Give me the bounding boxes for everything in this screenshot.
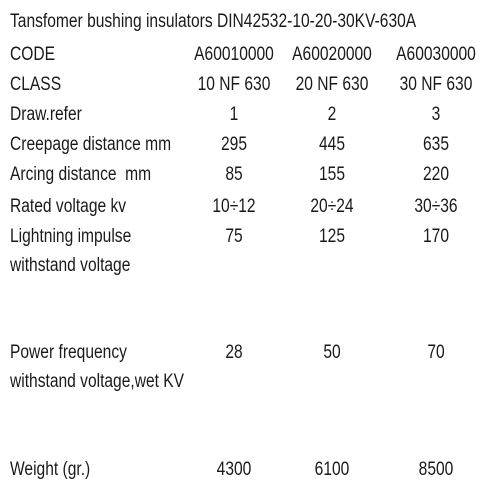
cell-value: A60020000 — [292, 44, 372, 65]
cell-value: 220 — [423, 164, 449, 185]
cell-value: 125 — [319, 226, 345, 247]
cell-value: 8500 — [418, 459, 454, 480]
cell-value: 170 — [423, 226, 449, 247]
cell-value: 28 — [225, 342, 243, 363]
cell-value: 295 — [221, 134, 247, 155]
cell-value: 635 — [423, 134, 449, 155]
row-label: Creepage distance mm — [10, 134, 172, 155]
row-label: Lightning impulse — [10, 226, 132, 247]
cell-value: 50 — [323, 342, 341, 363]
cell-value: 30 NF 630 — [399, 74, 473, 95]
cell-value: 10÷12 — [212, 196, 256, 217]
cell-value: 2 — [327, 104, 337, 125]
row-label: Draw.refer — [10, 104, 82, 125]
cell-value: 155 — [319, 164, 345, 185]
cell-value: 4300 — [216, 459, 252, 480]
row-label: Weight (gr.) — [10, 459, 91, 480]
cell-value: 20÷24 — [310, 196, 354, 217]
cell-value: 70 — [427, 342, 445, 363]
row-label: withstand voltage — [10, 255, 131, 276]
cell-value: 20 NF 630 — [295, 74, 369, 95]
row-label: CLASS — [10, 74, 62, 95]
row-label: Arcing distance mm — [10, 164, 152, 185]
cell-value: 1 — [229, 104, 239, 125]
row-label: Power frequency — [10, 342, 127, 363]
cell-value: 6100 — [314, 459, 350, 480]
row-label: CODE — [10, 44, 56, 65]
row-label: Rated voltage kv — [10, 196, 127, 217]
cell-value: 30÷36 — [414, 196, 458, 217]
title: Tansfomer bushing insulators DIN42532-10… — [10, 11, 417, 32]
cell-value: 3 — [431, 104, 441, 125]
cell-value: A60030000 — [396, 44, 476, 65]
cell-value: 10 NF 630 — [197, 74, 271, 95]
cell-value: A60010000 — [194, 44, 274, 65]
cell-value: 85 — [225, 164, 243, 185]
cell-value: 445 — [319, 134, 345, 155]
row-label: withstand voltage,wet KV — [10, 371, 185, 392]
cell-value: 75 — [225, 226, 243, 247]
